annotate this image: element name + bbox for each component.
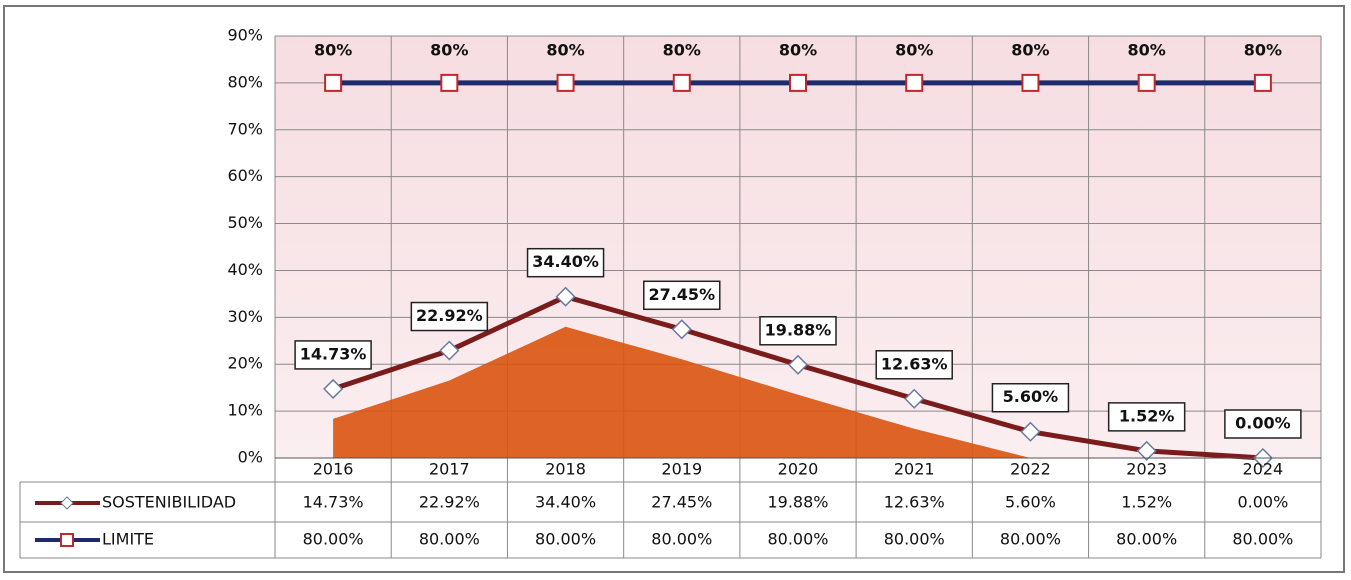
y-tick-label: 40% (227, 260, 263, 279)
data-label: 80% (1011, 40, 1049, 59)
y-tick-label: 80% (227, 72, 263, 91)
table-cell: 80.00% (419, 530, 480, 549)
table-cell: 80.00% (1116, 530, 1177, 549)
data-label-box (759, 316, 837, 346)
marker (439, 340, 460, 361)
data-label-box (294, 340, 372, 370)
data-label-box (875, 350, 953, 380)
data-label: 14.73% (300, 344, 367, 363)
x-tick-label: 2017 (429, 460, 470, 479)
table-cell: 80.00% (767, 530, 828, 549)
x-tick-label: 2021 (894, 460, 935, 479)
data-label: 27.45% (648, 285, 715, 304)
table-cell: 19.88% (767, 493, 828, 512)
y-tick-label: 20% (227, 354, 263, 373)
marker (1253, 73, 1272, 92)
marker (556, 73, 575, 92)
area-shadow (333, 326, 1263, 458)
table-cell: 34.40% (535, 493, 596, 512)
data-label: 80% (779, 40, 817, 59)
data-label: 1.52% (1119, 406, 1175, 425)
data-label: 80% (546, 40, 584, 59)
marker (440, 73, 459, 92)
data-label-box (991, 382, 1070, 413)
y-tick-label: 30% (227, 307, 263, 326)
x-tick-label: 2016 (313, 460, 354, 479)
x-tick-label: 2023 (1126, 460, 1167, 479)
data-label-box (526, 247, 605, 278)
data-label: 80% (1244, 40, 1282, 59)
legend-marker (60, 496, 74, 510)
x-tick-label: 2020 (778, 460, 819, 479)
data-label: 80% (314, 40, 352, 59)
marker (787, 354, 809, 375)
y-tick-label: 0% (238, 448, 263, 467)
y-tick-label: 70% (227, 119, 263, 138)
marker (555, 286, 576, 307)
x-tick-label: 2022 (1010, 460, 1051, 479)
x-tick-label: 2019 (661, 460, 702, 479)
marker (324, 73, 343, 92)
data-label: 12.63% (881, 354, 948, 373)
table-cell: 22.92% (419, 493, 480, 512)
table-cell: 80.00% (535, 530, 596, 549)
table-cell: 80.00% (1232, 530, 1293, 549)
data-label: 80% (1128, 40, 1166, 59)
legend-marker (60, 533, 74, 547)
data-label: 19.88% (765, 320, 832, 339)
data-label: 80% (895, 40, 933, 59)
table-cell: 80.00% (1000, 530, 1061, 549)
table-cell: 14.73% (303, 493, 364, 512)
table-cell: 80.00% (651, 530, 712, 549)
x-tick-label: 2024 (1243, 460, 1284, 479)
table-cell: 80.00% (884, 530, 945, 549)
table-cell: 1.52% (1121, 493, 1172, 512)
data-label-box (1224, 409, 1302, 439)
y-tick-label: 60% (227, 166, 263, 185)
marker (1021, 73, 1040, 92)
data-label: 22.92% (416, 306, 483, 325)
legend-label: LIMITE (102, 530, 154, 549)
table-cell: 0.00% (1237, 493, 1288, 512)
y-tick-label: 90% (227, 26, 263, 45)
y-tick-label: 50% (227, 213, 263, 232)
data-label: 0.00% (1235, 414, 1291, 433)
data-label-box (410, 301, 489, 332)
marker (789, 73, 807, 92)
data-label-box (643, 280, 721, 311)
marker (671, 319, 692, 340)
marker (904, 388, 925, 409)
legend-label: SOSTENIBILIDAD (102, 493, 236, 512)
table-cell: 80.00% (303, 530, 364, 549)
table-cell: 12.63% (884, 493, 945, 512)
marker (672, 73, 691, 92)
marker (1020, 421, 1041, 442)
data-label-box (1107, 402, 1186, 432)
x-tick-label: 2018 (545, 460, 586, 479)
marker (1137, 73, 1156, 92)
marker (905, 73, 924, 92)
marker (323, 378, 344, 399)
data-label: 80% (663, 40, 701, 59)
marker (1136, 440, 1157, 461)
data-label: 80% (430, 40, 468, 59)
table-cell: 27.45% (651, 493, 712, 512)
data-label: 5.60% (1003, 387, 1059, 406)
data-label: 34.40% (532, 252, 599, 271)
y-tick-label: 10% (227, 401, 263, 420)
table-cell: 5.60% (1005, 493, 1056, 512)
